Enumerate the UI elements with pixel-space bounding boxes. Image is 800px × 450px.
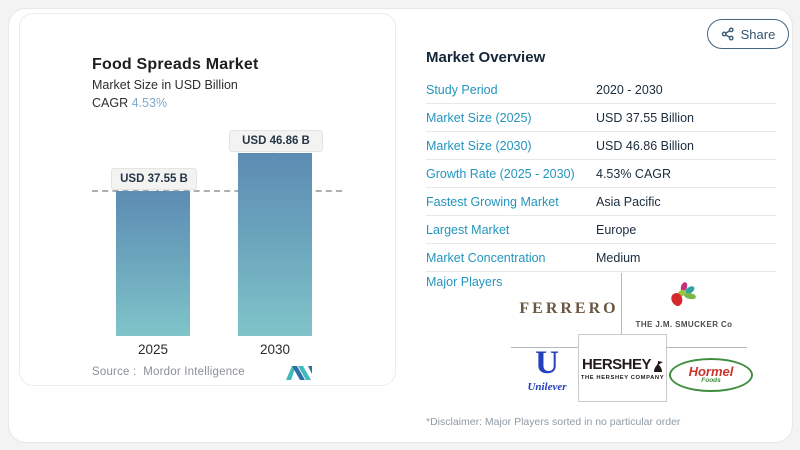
table-row: Fastest Growing Market Asia Pacific — [426, 188, 776, 216]
major-players-label: Major Players — [426, 275, 503, 289]
hershey-logo: HERSHEY THE HERSHEY COMPANY — [578, 334, 667, 402]
hershey-sub-text: THE HERSHEY COMPANY — [580, 374, 665, 381]
hormel-sub-text: Foods — [701, 377, 721, 384]
chart-subtitle: Market Size in USD Billion — [92, 78, 238, 92]
row-label: Market Concentration — [426, 250, 546, 265]
unilever-logo-text: Unilever — [527, 381, 567, 393]
table-row: Study Period 2020 - 2030 — [426, 76, 776, 104]
row-value: 2020 - 2030 — [596, 82, 663, 97]
hershey-logo-text: HERSHEY — [581, 355, 652, 373]
cagr-label: CAGR — [92, 96, 129, 110]
row-label: Market Size (2030) — [426, 138, 532, 153]
mordor-intelligence-logo-icon — [284, 364, 314, 386]
overview-title: Market Overview — [426, 49, 546, 66]
bar-value-label-2025: USD 37.55 B — [111, 168, 197, 190]
hershey-kiss-icon — [653, 360, 664, 373]
unilever-logo: U Unilever — [509, 345, 585, 394]
cagr-value: 4.53% — [131, 96, 168, 110]
x-axis-label-2030: 2030 — [259, 342, 291, 357]
row-label: Study Period — [426, 82, 498, 97]
row-value: Medium — [596, 250, 641, 265]
chart-panel: Food Spreads Market Market Size in USD B… — [19, 13, 396, 386]
table-row: Growth Rate (2025 - 2030) 4.53% CAGR — [426, 160, 776, 188]
share-button[interactable]: Share — [707, 19, 789, 49]
smucker-fruit-icon — [667, 281, 701, 318]
row-value: 4.53% CAGR — [596, 166, 672, 181]
unilever-u-icon: U — [535, 345, 559, 381]
smucker-logo-text: THE J.M. SMUCKER Co — [635, 320, 733, 329]
reference-dashed-line — [92, 190, 342, 192]
hormel-logo: Hormel Foods — [669, 358, 753, 392]
table-row: Market Size (2025) USD 37.55 Billion — [426, 104, 776, 132]
table-row: Market Size (2030) USD 46.86 Billion — [426, 132, 776, 160]
hormel-logo-text: Hormel — [688, 364, 734, 379]
table-row: Market Concentration Medium — [426, 244, 776, 272]
row-value: USD 46.86 Billion — [596, 138, 694, 153]
overview-table: Study Period 2020 - 2030 Market Size (20… — [426, 76, 776, 272]
row-label: Fastest Growing Market — [426, 194, 559, 209]
share-button-label: Share — [740, 26, 776, 42]
source-value: Mordor Intelligence — [143, 366, 245, 378]
chart-title: Food Spreads Market — [92, 56, 259, 73]
disclaimer-text: *Disclaimer: Major Players sorted in no … — [426, 416, 681, 428]
row-label: Largest Market — [426, 222, 510, 237]
row-label: Growth Rate (2025 - 2030) — [426, 166, 575, 181]
report-card: Food Spreads Market Market Size in USD B… — [8, 8, 793, 443]
row-value: Asia Pacific — [596, 194, 661, 209]
chart-cagr: CAGR 4.53% — [92, 96, 167, 110]
row-label: Market Size (2025) — [426, 110, 532, 125]
table-row: Largest Market Europe — [426, 216, 776, 244]
source-attribution: Source : Mordor Intelligence — [92, 366, 245, 378]
bar-2025 — [116, 191, 190, 336]
logo-grid-vertical-divider — [621, 273, 622, 334]
row-value: Europe — [596, 222, 637, 237]
x-axis-label-2025: 2025 — [137, 342, 169, 357]
bar-2030 — [238, 153, 312, 336]
jm-smucker-logo: THE J.M. SMUCKER Co — [624, 281, 744, 329]
bar-value-label-2030: USD 46.86 B — [229, 130, 323, 152]
share-icon — [721, 27, 735, 41]
row-value: USD 37.55 Billion — [596, 110, 694, 125]
ferrero-logo: FERRERO — [519, 300, 619, 317]
source-label: Source : — [92, 366, 137, 378]
